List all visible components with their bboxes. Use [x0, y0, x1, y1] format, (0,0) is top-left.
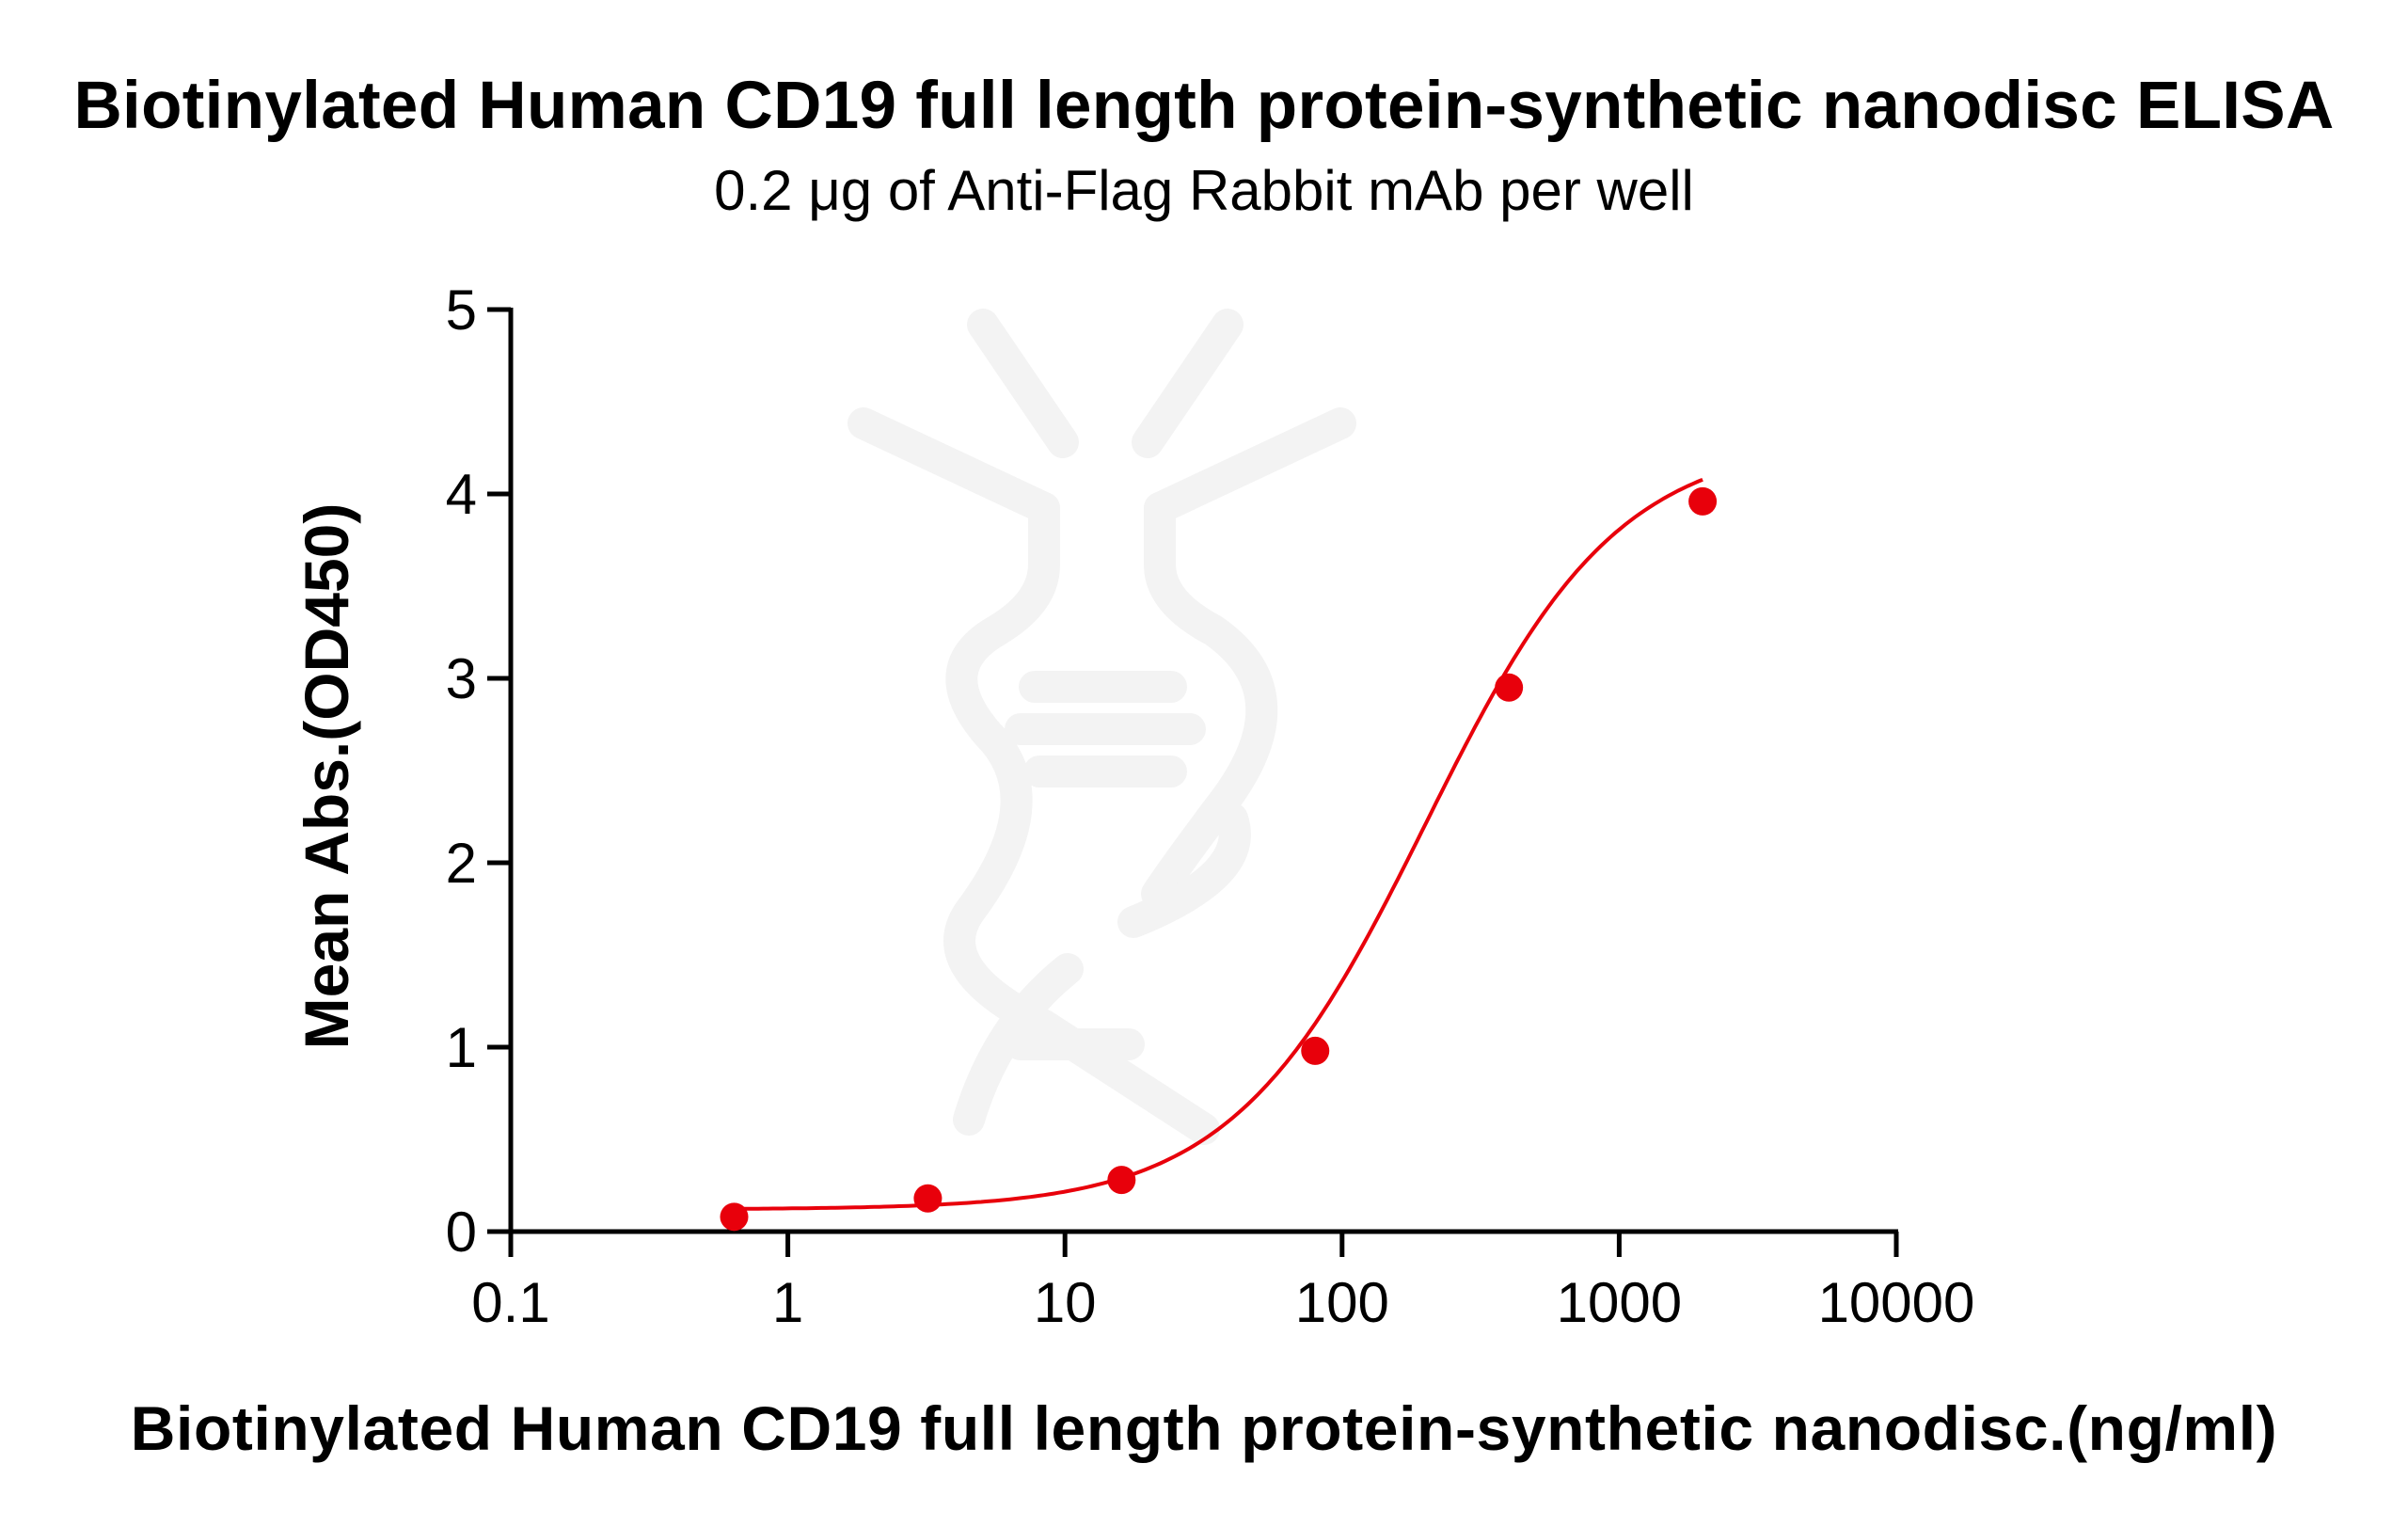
chart-title: Biotinylated Human CD19 full length prot… [73, 69, 2335, 143]
y-axis-label: Mean Abs.(OD450) [292, 502, 361, 1050]
fit-curve-line [734, 477, 1703, 1211]
data-point [720, 1202, 749, 1232]
dna-logo-watermark-icon [848, 309, 1356, 1145]
x-tick-label: 1 [772, 1271, 803, 1334]
y-tick-label: 2 [446, 832, 477, 895]
data-point [913, 1184, 943, 1213]
data-point [1688, 486, 1718, 516]
fit-curve [734, 477, 1703, 1211]
x-tick-label: 10 [1034, 1271, 1097, 1334]
axes: 0 1 2 3 4 5 0.1 1 10 100 1000 10000 [446, 278, 1975, 1334]
x-tick-label: 1000 [1557, 1271, 1682, 1334]
x-tick-label: 100 [1295, 1271, 1389, 1334]
data-point [1495, 673, 1524, 702]
x-tick-label: 0.1 [471, 1271, 549, 1334]
y-tick-label: 3 [446, 647, 477, 710]
y-tick-label: 4 [446, 463, 477, 526]
y-tick-label: 0 [446, 1201, 477, 1264]
data-point [1301, 1036, 1330, 1065]
chart-subtitle: 0.2 μg of Anti-Flag Rabbit mAb per well [714, 159, 1694, 222]
y-tick-label: 1 [446, 1016, 477, 1079]
x-axis-label: Biotinylated Human CD19 full length prot… [130, 1393, 2278, 1463]
data-point [1107, 1166, 1136, 1195]
y-tick-label: 5 [446, 278, 477, 342]
data-points [720, 486, 1718, 1232]
x-tick-label: 10000 [1818, 1271, 1975, 1334]
